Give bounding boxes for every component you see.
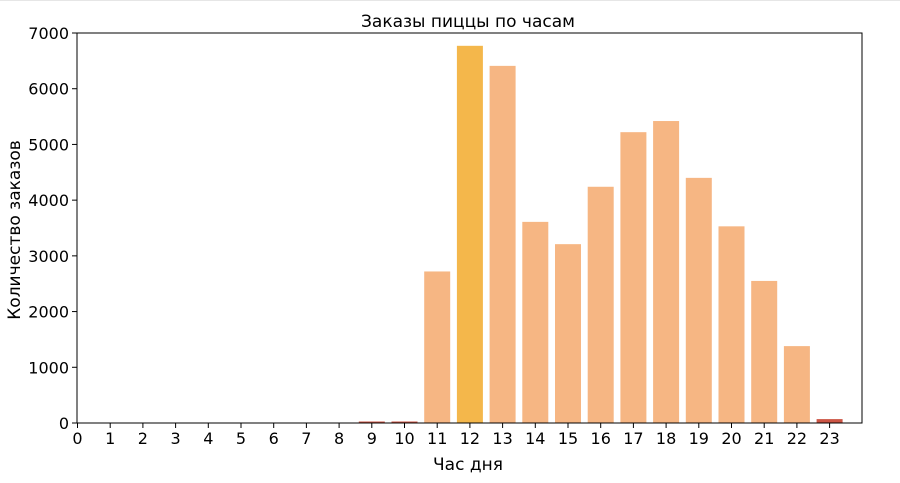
x-tick-label-4: 4 <box>203 429 213 448</box>
bar-hour-9 <box>358 421 385 423</box>
bar-hour-19 <box>685 177 712 423</box>
bar-hour-23 <box>816 419 843 423</box>
x-tick-label-11: 11 <box>427 429 447 448</box>
x-tick-label-3: 3 <box>171 429 181 448</box>
y-ticks-group: 0 1000 2000 3000 4000 5000 6000 7000 <box>28 24 77 433</box>
bar-hour-14 <box>522 221 549 423</box>
bar-hour-11 <box>424 271 451 423</box>
x-tick-label-21: 21 <box>754 429 774 448</box>
bars-group <box>358 45 843 424</box>
x-tick-label-14: 14 <box>525 429 545 448</box>
x-tick-label-19: 19 <box>689 429 709 448</box>
x-tick-label-23: 23 <box>819 429 839 448</box>
y-tick-label-0: 0 <box>59 414 69 433</box>
x-tick-label-15: 15 <box>558 429 578 448</box>
x-tick-label-18: 18 <box>656 429 676 448</box>
bar-hour-18 <box>653 121 680 423</box>
x-axis-label: Час дня <box>433 455 503 475</box>
bar-hour-10 <box>391 421 418 423</box>
x-tick-label-17: 17 <box>623 429 643 448</box>
y-axis-label: Количество заказов <box>5 140 25 320</box>
bar-hour-20 <box>718 226 745 423</box>
x-ticks-group: 0 1 2 3 4 5 6 7 8 9 10 11 12 13 14 15 16 17 18 19 20 21 22 23 <box>72 423 840 448</box>
x-tick-label-20: 20 <box>721 429 741 448</box>
y-tick-label-3000: 3000 <box>28 247 69 266</box>
y-tick-label-4000: 4000 <box>28 191 69 210</box>
x-tick-label-6: 6 <box>269 429 279 448</box>
bar-hour-16 <box>587 186 614 423</box>
y-tick-label-5000: 5000 <box>28 135 69 154</box>
x-tick-label-13: 13 <box>492 429 512 448</box>
y-tick-label-6000: 6000 <box>28 80 69 99</box>
bar-hour-22 <box>783 346 810 423</box>
chart-title: Заказы пиццы по часам <box>361 12 575 32</box>
top-border <box>0 0 900 1</box>
x-tick-label-1: 1 <box>105 429 115 448</box>
x-tick-label-10: 10 <box>394 429 414 448</box>
y-tick-label-2000: 2000 <box>28 303 69 322</box>
x-tick-label-12: 12 <box>460 429 480 448</box>
bar-hour-12 <box>456 45 483 424</box>
bar-hour-15 <box>555 244 581 423</box>
x-tick-label-5: 5 <box>236 429 246 448</box>
x-tick-label-9: 9 <box>367 429 377 448</box>
bar-hour-21 <box>751 280 778 423</box>
x-tick-label-16: 16 <box>591 429 611 448</box>
y-tick-label-7000: 7000 <box>28 24 69 43</box>
x-tick-label-0: 0 <box>72 429 82 448</box>
bar-hour-17 <box>620 132 647 424</box>
y-tick-label-1000: 1000 <box>28 358 69 377</box>
plot-frame <box>76 32 863 424</box>
x-tick-label-2: 2 <box>138 429 148 448</box>
x-tick-label-8: 8 <box>334 429 344 448</box>
x-tick-label-7: 7 <box>301 429 311 448</box>
x-tick-label-22: 22 <box>787 429 807 448</box>
bar-hour-13 <box>489 65 516 424</box>
